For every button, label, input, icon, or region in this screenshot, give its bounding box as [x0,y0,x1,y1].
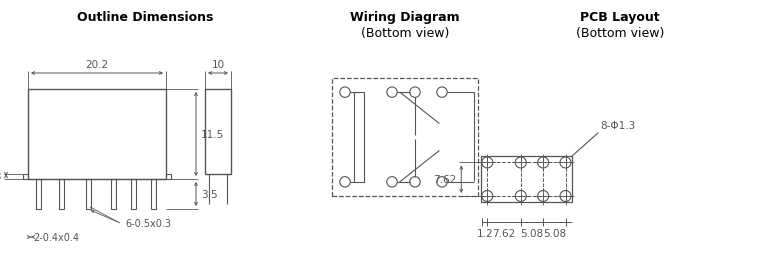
Bar [28,90,166,179]
Bar [86,179,90,209]
Text: 5.08: 5.08 [543,228,566,238]
Bar [151,179,155,209]
Text: 3.5: 3.5 [201,189,217,199]
Bar [35,179,41,209]
Text: (Bottom view): (Bottom view) [361,27,449,40]
Bar [58,179,63,209]
Text: (Bottom view): (Bottom view) [576,27,664,40]
Text: 11.5: 11.5 [201,130,224,139]
Text: 7.62: 7.62 [493,228,516,238]
Bar [205,90,231,174]
Text: 0.3: 0.3 [0,172,2,182]
Text: 5.08: 5.08 [520,228,544,238]
Text: PCB Layout: PCB Layout [580,11,659,24]
Text: Outline Dimensions: Outline Dimensions [76,11,213,24]
Text: 8-Φ1.3: 8-Φ1.3 [601,121,636,131]
Bar [131,179,135,209]
Text: 1.2: 1.2 [477,228,493,238]
Text: Wiring Diagram: Wiring Diagram [350,11,460,24]
Text: 7.62: 7.62 [433,174,456,184]
Text: 2-0.4x0.4: 2-0.4x0.4 [33,232,79,242]
Bar [332,79,478,196]
Bar [481,157,571,202]
Text: 10: 10 [211,60,225,70]
Bar [354,93,364,182]
Bar [110,179,116,209]
Text: 20.2: 20.2 [86,60,109,70]
Text: 6-0.5x0.3: 6-0.5x0.3 [125,218,171,228]
